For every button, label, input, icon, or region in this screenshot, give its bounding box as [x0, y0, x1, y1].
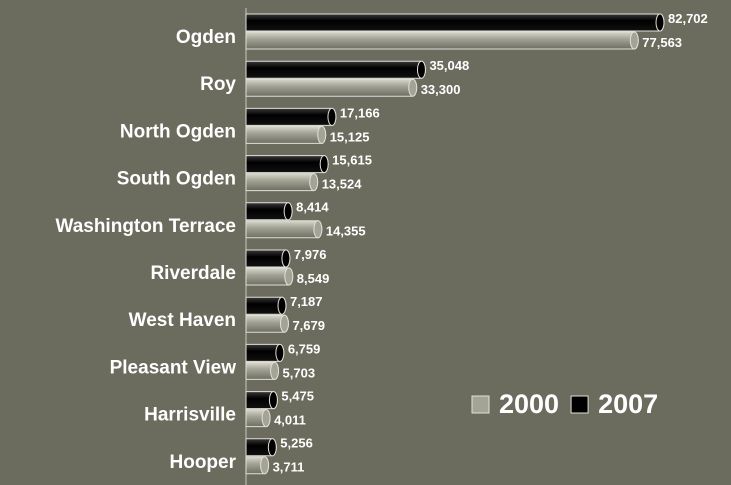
value-label: 7,976 — [294, 247, 327, 262]
category-label: Harrisville — [144, 405, 236, 426]
value-label: 14,355 — [326, 224, 366, 239]
bar — [245, 125, 327, 144]
bar-cap — [267, 438, 277, 457]
legend-swatch — [471, 395, 490, 414]
value-label: 77,563 — [642, 35, 682, 50]
category-label: North Ogden — [120, 121, 236, 142]
value-label: 33,300 — [421, 82, 461, 97]
category-label: Washington Terrace — [55, 216, 236, 237]
bar — [245, 220, 323, 239]
value-label: 17,166 — [340, 105, 380, 120]
value-label: 5,256 — [280, 436, 313, 451]
category-label: Roy — [200, 74, 236, 95]
category-label: West Haven — [129, 310, 236, 331]
category-label: Hooper — [170, 452, 237, 473]
bar — [245, 31, 639, 50]
value-label: 82,702 — [668, 11, 708, 26]
bar-cap — [416, 60, 426, 79]
category-label: South Ogden — [117, 169, 236, 190]
value-label: 15,615 — [332, 153, 372, 168]
bar-cap — [279, 314, 289, 333]
legend-label: 2007 — [598, 389, 658, 419]
value-label: 4,011 — [274, 413, 306, 428]
bar-cap — [317, 125, 327, 144]
bar-cap — [283, 202, 293, 221]
bar-cap — [275, 343, 285, 362]
legend-label: 2000 — [499, 389, 559, 419]
bar-cap — [281, 249, 291, 268]
bar — [245, 60, 426, 79]
bar — [245, 13, 665, 32]
bar-cap — [268, 391, 278, 410]
bar-cap — [277, 296, 287, 315]
bar-cap — [327, 107, 337, 126]
value-label: 35,048 — [429, 58, 469, 73]
value-label: 8,549 — [297, 271, 330, 286]
bar-cap — [629, 31, 639, 50]
value-label: 8,414 — [296, 200, 329, 215]
bar — [245, 173, 319, 192]
bar-cap — [309, 173, 319, 192]
bar-cap — [408, 78, 418, 97]
category-label: Ogden — [176, 27, 236, 48]
value-label: 6,759 — [288, 341, 321, 356]
category-label: Pleasant View — [110, 357, 237, 378]
bar-cap — [261, 409, 271, 428]
bar — [245, 155, 329, 174]
value-label: 15,125 — [330, 129, 370, 144]
bar-cap — [260, 456, 270, 475]
bar — [245, 107, 337, 126]
bar-cap — [655, 13, 665, 32]
bar-cap — [270, 361, 280, 380]
legend-swatch — [570, 395, 589, 414]
bar-cap — [284, 267, 294, 286]
value-label: 5,475 — [281, 389, 314, 404]
value-label: 5,703 — [283, 365, 316, 380]
value-label: 7,679 — [292, 318, 325, 333]
value-label: 13,524 — [322, 177, 363, 192]
bar-cap — [313, 220, 323, 239]
value-label: 7,187 — [290, 294, 323, 309]
value-label: 3,711 — [273, 460, 305, 475]
category-label: Riverdale — [150, 263, 236, 284]
bar — [245, 78, 418, 97]
bar-cap — [319, 155, 329, 174]
